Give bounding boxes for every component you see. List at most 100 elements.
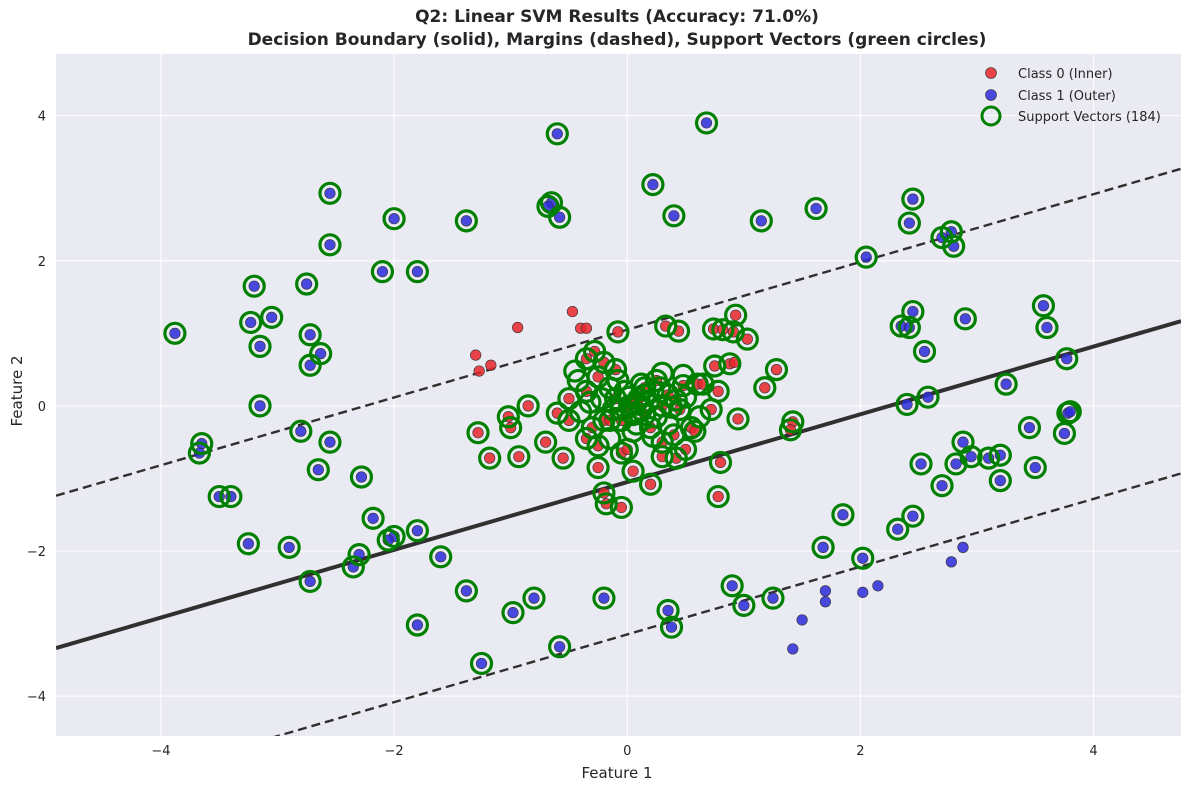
class1-point — [551, 128, 563, 140]
class1-point — [957, 541, 969, 553]
class1-point — [242, 538, 254, 550]
class0-point — [580, 322, 593, 334]
support-vector-ring — [589, 387, 614, 411]
class1-point — [304, 575, 316, 588]
class1-point — [301, 278, 313, 290]
legend: Class 0 (Inner) Class 1 (Outer) Support … — [980, 67, 1161, 127]
support-vector-ring — [621, 402, 645, 427]
class1-point — [994, 475, 1006, 487]
support-vector-ring — [659, 395, 684, 419]
class0-point — [522, 400, 534, 412]
class1-point — [1000, 378, 1012, 390]
support-vector-ring — [895, 392, 919, 417]
class1-point — [245, 316, 257, 329]
support-vector-ring — [732, 593, 756, 618]
support-vector-ring — [347, 543, 371, 567]
support-vector-ring — [609, 495, 634, 520]
support-vector-ring — [586, 434, 610, 458]
support-vector-ring — [699, 397, 723, 422]
class1-point — [169, 327, 181, 339]
class1-point — [738, 599, 750, 612]
support-vector-ring — [236, 532, 260, 556]
class1-point — [647, 178, 659, 191]
x-axis-label: Feature 1 — [582, 764, 653, 782]
class0-point — [732, 413, 744, 425]
support-vector-ring — [659, 615, 684, 639]
support-vector-ring — [295, 272, 319, 296]
support-vector-ring — [298, 353, 322, 377]
support-vector-ring — [606, 368, 630, 393]
class1-point — [324, 187, 336, 199]
support-vector-ring — [318, 430, 342, 454]
legend-marker-support-vectors — [980, 105, 1002, 127]
support-vector-ring — [735, 327, 759, 351]
legend-label-class1: Class 1 (Outer) — [1018, 89, 1116, 104]
support-vector-ring — [662, 204, 686, 228]
support-vector-ring — [219, 484, 243, 509]
class1-point — [312, 464, 324, 476]
support-vector-ring — [574, 426, 599, 451]
support-vector-ring — [831, 503, 855, 527]
class1-point — [662, 604, 674, 617]
support-vector-ring — [721, 320, 745, 344]
tick-labels: −4 −2 0 2 4 −4 −2 0 2 4 — [27, 110, 1098, 759]
class1-point — [810, 202, 822, 215]
class0-point — [485, 359, 497, 371]
support-vector-ring — [306, 458, 330, 482]
class1-point — [903, 217, 915, 229]
class1-point — [892, 523, 904, 535]
support-vector-ring — [545, 401, 569, 425]
support-vector-ring — [718, 352, 742, 376]
support-vector-ring — [548, 635, 572, 659]
support-vector-ring — [548, 205, 572, 229]
class1-point — [1029, 461, 1041, 474]
decision-boundary-line — [56, 319, 1181, 651]
class0-point — [470, 349, 482, 361]
support-vector-ring — [889, 314, 913, 338]
support-vector-ring — [804, 196, 828, 221]
class1-point — [411, 266, 423, 278]
support-vector-ring — [977, 446, 1001, 470]
support-vector-ring — [382, 207, 406, 231]
support-vector-ring — [711, 318, 735, 342]
support-vector-ring — [633, 383, 657, 407]
support-vector-ring — [248, 394, 272, 418]
class1-point — [554, 641, 566, 653]
class1-point — [1023, 422, 1036, 434]
class1-point — [315, 348, 327, 360]
support-vector-ring — [650, 361, 674, 385]
support-vector-ring — [469, 651, 494, 676]
support-vector-ring — [318, 181, 342, 205]
support-vector-ring — [761, 586, 785, 610]
class1-point — [507, 607, 519, 619]
support-vector-ring — [592, 586, 616, 610]
support-vectors — [163, 111, 1082, 676]
support-vector-ring — [673, 437, 698, 462]
class0-point — [712, 490, 724, 503]
class1-point — [355, 471, 368, 483]
class1-point — [819, 596, 832, 608]
support-vector-ring — [429, 545, 453, 569]
support-vector-ring — [694, 111, 719, 135]
class1-point — [907, 305, 919, 318]
support-vector-ring — [551, 446, 575, 470]
class1-point — [819, 585, 832, 597]
support-vector-ring — [912, 339, 937, 364]
support-vector-ring — [594, 492, 618, 516]
class1-point — [665, 621, 678, 633]
class1-point — [726, 580, 738, 592]
support-vector-ring — [930, 474, 954, 498]
support-vector-ring — [641, 172, 665, 197]
support-vector-ring — [683, 419, 707, 443]
support-vector-ring — [242, 274, 266, 298]
support-vector-ring — [909, 452, 933, 476]
class1-point — [304, 329, 316, 341]
support-vector-ring — [617, 385, 642, 409]
support-vector-ring — [994, 372, 1018, 396]
support-vector-ring — [499, 416, 523, 440]
class1-point — [367, 512, 379, 524]
class1-point — [324, 436, 336, 448]
support-vector-ring — [656, 412, 680, 436]
support-vector-ring — [706, 484, 730, 509]
